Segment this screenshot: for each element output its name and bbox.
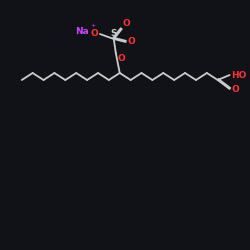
Text: HO: HO [231,70,246,80]
Text: O: O [117,54,125,63]
Text: O: O [91,30,98,38]
Text: O: O [231,84,239,94]
Text: O: O [123,19,130,28]
Text: Na: Na [75,28,89,36]
Text: S: S [110,29,117,38]
Text: +: + [90,23,95,28]
Text: O: O [127,38,135,46]
